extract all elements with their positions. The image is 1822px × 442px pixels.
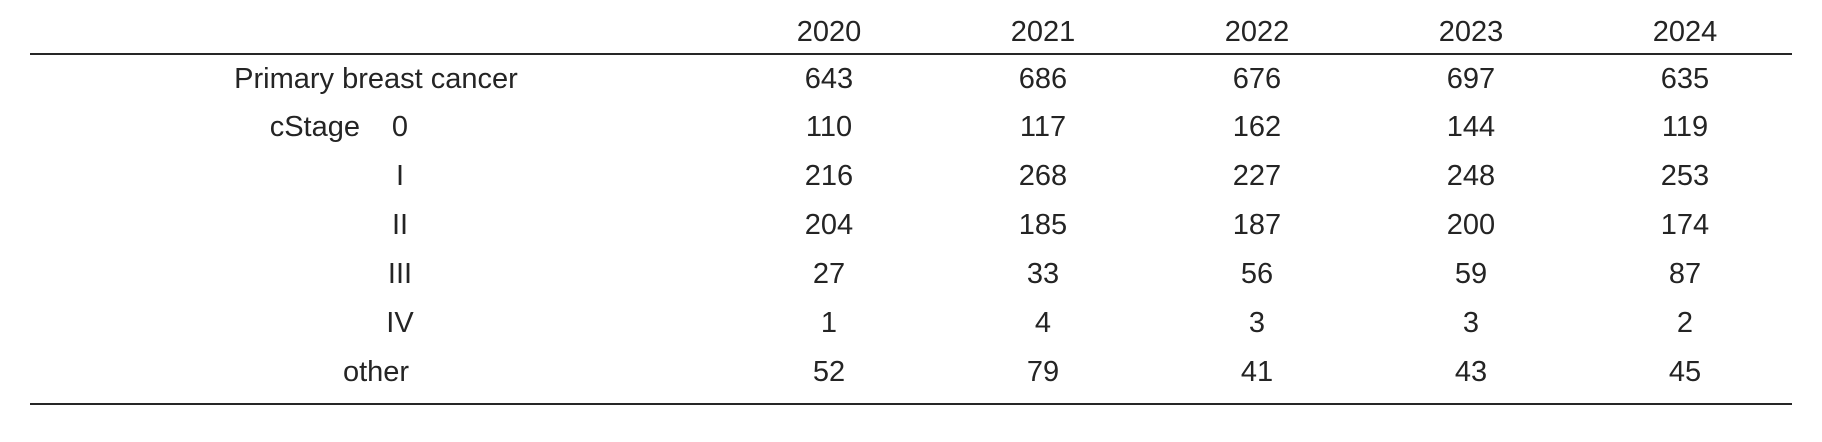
header-year-2023: 2023 — [1364, 0, 1578, 55]
header-year-2024: 2024 — [1578, 0, 1792, 55]
row-label-text: other — [342, 356, 410, 388]
cell-value: 87 — [1668, 258, 1702, 290]
row-label-cell: Primary breast cancer — [30, 54, 722, 103]
cell-value: 3 — [1248, 307, 1266, 339]
cell-value: 144 — [1446, 111, 1496, 143]
row-label: other — [30, 358, 722, 387]
header-year-2021: 2021 — [936, 0, 1150, 55]
cell-value: 635 — [1660, 62, 1710, 95]
header-empty-cell — [30, 0, 722, 55]
table-row-cstage-2: II 204 185 187 200 174 — [30, 201, 1792, 250]
cell-value: 59 — [1454, 258, 1488, 290]
annual-cstage-table: 2020 2021 2022 2023 2024 Primary breast … — [30, 0, 1792, 405]
row-group-label: cStage — [269, 111, 360, 143]
table-row-other: other 52 79 41 43 45 — [30, 348, 1792, 397]
cell-value: 2 — [1676, 307, 1694, 339]
cell-value: 4 — [1034, 307, 1052, 339]
row-label: Primary breast cancer — [30, 62, 722, 95]
cell-value: 117 — [1019, 111, 1067, 143]
data-table: 2020 2021 2022 2023 2024 Primary breast … — [30, 0, 1792, 397]
header-row: 2020 2021 2022 2023 2024 — [30, 0, 1792, 55]
table-row-primary-breast-cancer: Primary breast cancer 643 686 676 697 63… — [30, 54, 1792, 103]
row-label: IV — [30, 309, 722, 338]
table-row-cstage-4: IV 1 4 3 3 2 — [30, 299, 1792, 348]
row-stage-label: 0 — [391, 111, 409, 143]
row-stage-label: I — [395, 160, 405, 192]
row-stage-label: II — [391, 209, 409, 241]
cell-value: 248 — [1446, 160, 1496, 192]
row-label: III — [30, 260, 722, 289]
row-label-cell: II — [30, 201, 722, 250]
cell-value: 185 — [1018, 209, 1068, 241]
cell-value: 45 — [1668, 356, 1702, 388]
cell-value: 3 — [1462, 307, 1480, 339]
row-stage-label: IV — [386, 307, 414, 339]
cell-value: 268 — [1018, 160, 1068, 192]
cell-value: 686 — [1018, 62, 1068, 95]
table-row-cstage-0: cStage 0 110 117 162 144 119 — [30, 103, 1792, 152]
row-label: I — [30, 162, 722, 191]
cell-value: 162 — [1232, 111, 1282, 143]
table-body: Primary breast cancer 643 686 676 697 63… — [30, 54, 1792, 397]
row-stage-label: III — [387, 258, 413, 290]
table-row-cstage-1: I 216 268 227 248 253 — [30, 152, 1792, 201]
cell-value: 52 — [812, 356, 846, 388]
row-label-cell: other — [30, 348, 722, 397]
row-label-cell: I — [30, 152, 722, 201]
row-label-text: Primary breast cancer — [234, 62, 518, 95]
row-label-cell: III — [30, 250, 722, 299]
header-year-2022: 2022 — [1150, 0, 1364, 55]
cell-value: 110 — [805, 111, 853, 143]
header-year-2020: 2020 — [722, 0, 936, 55]
cell-value: 187 — [1232, 209, 1282, 241]
cell-value: 253 — [1660, 160, 1710, 192]
table-row-cstage-3: III 27 33 56 59 87 — [30, 250, 1792, 299]
cell-value: 216 — [804, 160, 854, 192]
table-header: 2020 2021 2022 2023 2024 — [30, 0, 1792, 55]
row-label: cStage 0 — [30, 113, 722, 142]
cell-value: 643 — [804, 62, 854, 95]
row-label: II — [30, 211, 722, 240]
cell-value: 56 — [1240, 258, 1274, 290]
cell-value: 204 — [804, 209, 854, 241]
cell-value: 79 — [1026, 356, 1060, 388]
row-label-cell: IV — [30, 299, 722, 348]
cell-value: 119 — [1661, 111, 1709, 143]
cell-value: 200 — [1446, 209, 1496, 241]
cell-value: 41 — [1240, 356, 1274, 388]
row-label-cell: cStage 0 — [30, 103, 722, 152]
cell-value: 676 — [1232, 62, 1282, 95]
cell-value: 1 — [820, 307, 838, 339]
cell-value: 174 — [1660, 209, 1710, 241]
cell-value: 43 — [1454, 356, 1488, 388]
cell-value: 33 — [1026, 258, 1060, 290]
cell-value: 227 — [1232, 160, 1282, 192]
cell-value: 27 — [812, 258, 846, 290]
cell-value: 697 — [1446, 62, 1496, 95]
